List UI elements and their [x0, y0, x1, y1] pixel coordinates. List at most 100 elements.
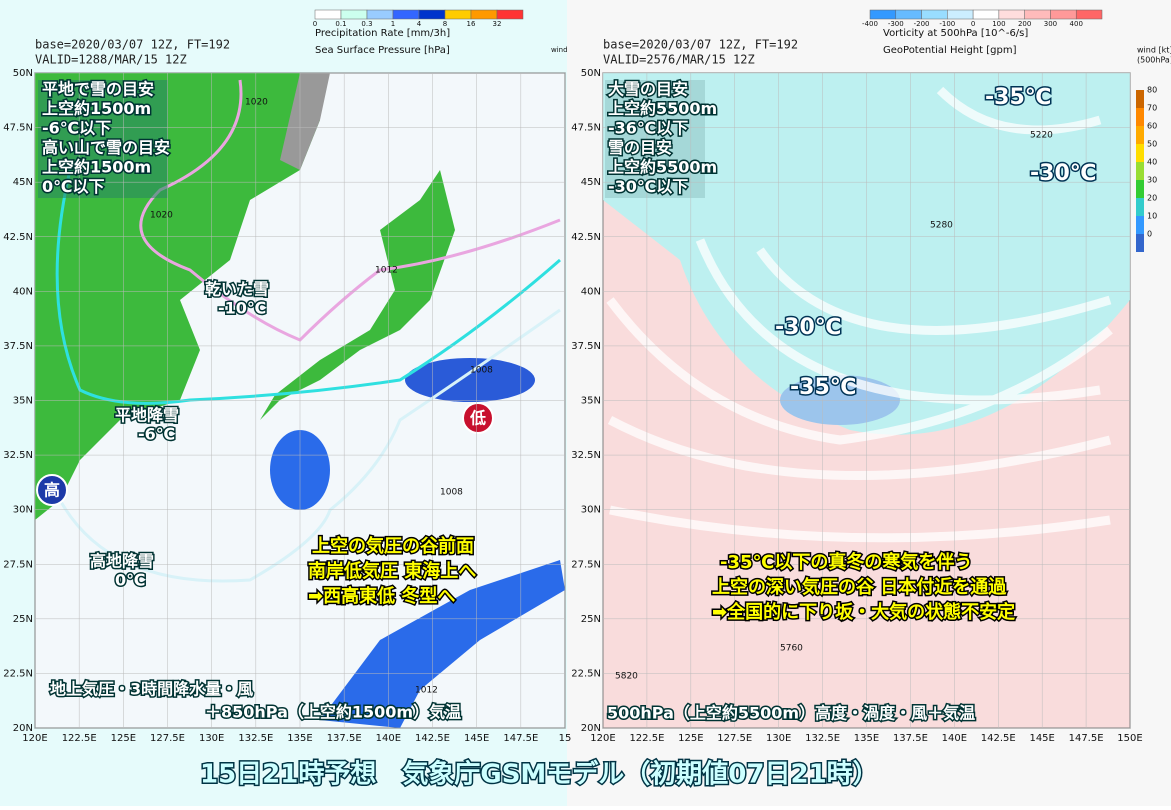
isobar-label: 1012 — [415, 686, 438, 696]
colorbar-cell — [947, 9, 974, 20]
lat-label: 47.5N — [3, 123, 33, 134]
colorbar-label: 0.3 — [361, 20, 372, 28]
lat-label: 20N — [13, 723, 33, 734]
colorbar-cell — [895, 9, 922, 20]
snow-guide: -36℃以下 — [608, 119, 688, 138]
wind-scale-label: 50 — [1147, 140, 1157, 149]
colorbar-label: -200 — [914, 20, 930, 28]
wind-scale-label: 60 — [1147, 122, 1157, 131]
colorbar-label: -100 — [939, 20, 955, 28]
lon-label: 147.5E — [1069, 733, 1104, 744]
legend-title: Sea Surface Pressure [hPa] — [315, 45, 450, 56]
temp-label: -35℃ — [790, 375, 856, 400]
annotation-box — [605, 80, 705, 198]
colorbar-cell — [1024, 9, 1051, 20]
forecast-comment: ➡西高東低 冬型へ — [308, 585, 455, 607]
colorbar-cell — [998, 9, 1025, 20]
wind-label: (500hPa) — [1137, 56, 1171, 65]
lat-label: 30N — [581, 505, 601, 516]
lat-label: 47.5N — [571, 123, 601, 134]
base-time: base=2020/03/07 12Z, FT=192 — [603, 38, 798, 52]
highland-snow-label: 0℃ — [115, 571, 146, 590]
colorbar-cell — [972, 9, 1000, 20]
colorbar-label: 0 — [971, 20, 975, 28]
isobar-label: 1012 — [375, 266, 398, 276]
base-time: base=2020/03/07 12Z, FT=192 — [35, 38, 230, 52]
lat-label: 45N — [13, 177, 33, 188]
precip — [405, 358, 535, 402]
legend-title: Precipitation Rate [mm/3h] — [315, 28, 450, 39]
lat-label: 27.5N — [3, 559, 33, 570]
colorbar-cell — [444, 9, 472, 20]
colorbar-cell — [1075, 9, 1103, 20]
wind-scale-label: 20 — [1147, 194, 1157, 203]
wind-scale-cell — [1136, 144, 1144, 162]
contour-label: 5280 — [930, 221, 953, 231]
dry-snow-label: 乾いた雪 — [205, 280, 269, 299]
lon-label: 120E — [22, 733, 47, 744]
panel-title: ＋850hPa（上空約1500m）気温 — [205, 703, 461, 722]
lat-label: 42.5N — [3, 232, 33, 243]
colorbar-label: 0 — [313, 20, 317, 28]
high-label: 高 — [44, 481, 60, 500]
japan — [260, 170, 455, 420]
lon-label: 122.5E — [62, 733, 97, 744]
low-marker — [462, 402, 494, 434]
wind-scale-label: 10 — [1147, 212, 1157, 221]
wind-scale-label: 30 — [1147, 176, 1157, 185]
valid-time: VALID=2576/MAR/15 12Z — [603, 53, 755, 67]
lat-label: 35N — [13, 396, 33, 407]
wind-scale-cell — [1136, 108, 1144, 126]
lon-label: 145E — [464, 733, 489, 744]
lat-label: 35N — [581, 396, 601, 407]
wind-scale-cell — [1136, 216, 1144, 234]
colorbar-label: -400 — [862, 20, 878, 28]
colorbar-cell — [470, 9, 498, 20]
caption: 15日21時予想 気象庁GSMモデル（初期値07日21時） — [200, 759, 879, 790]
wind-scale-cell — [1136, 198, 1144, 216]
wind-scale-cell — [1136, 234, 1144, 252]
colorbar-cell — [496, 9, 524, 20]
plain-snow-label: 平地降雪 — [115, 406, 179, 425]
colorbar-label: 100 — [992, 20, 1005, 28]
flow-arrows — [606, 86, 1113, 543]
isobar-label: 1020 — [150, 211, 173, 221]
snow-guide: 上空約5500m — [608, 99, 717, 118]
isobar-label: 1020 — [245, 98, 268, 108]
lat-label: 32.5N — [571, 450, 601, 461]
lon-label: 137.5E — [327, 733, 362, 744]
snow-guide: 雪の目安 — [608, 138, 672, 157]
colorbar-label: -300 — [888, 20, 904, 28]
lon-label: 142.5E — [981, 733, 1016, 744]
colorbar-label: 16 — [467, 20, 476, 28]
lon-label: 125E — [678, 733, 703, 744]
lat-label: 25N — [581, 614, 601, 625]
colorbar-cell — [869, 9, 897, 20]
legend-title: GeoPotential Height [gpm] — [883, 45, 1017, 56]
isotherm-10 — [139, 79, 561, 342]
wind-scale-label: 0 — [1147, 230, 1152, 239]
lat-label: 37.5N — [3, 341, 33, 352]
lat-label: 42.5N — [571, 232, 601, 243]
forecast-comment: -35℃以下の真冬の寒気を伴う — [720, 551, 972, 573]
lon-label: 120E — [590, 733, 615, 744]
forecast-comment: 上空の気圧の谷前面 — [312, 535, 474, 557]
wind-scale-label: 70 — [1147, 104, 1157, 113]
colorbar-label: 300 — [1044, 20, 1057, 28]
lon-label: 122.5E — [629, 733, 664, 744]
plain-snow-label: -6℃ — [138, 425, 175, 444]
lon-label: 150E — [1117, 733, 1142, 744]
lon-label: 125E — [111, 733, 136, 744]
colorbar-cell — [1050, 9, 1077, 20]
colorbar-cell — [392, 9, 420, 20]
lat-label: 40N — [13, 286, 33, 297]
contour-label: 5760 — [780, 644, 803, 654]
colorbar-cell — [366, 9, 394, 20]
lat-label: 37.5N — [571, 341, 601, 352]
lat-label: 25N — [13, 614, 33, 625]
contour-label: 5220 — [1030, 131, 1053, 141]
lat-label: 50N — [581, 68, 601, 79]
lat-label: 30N — [13, 505, 33, 516]
